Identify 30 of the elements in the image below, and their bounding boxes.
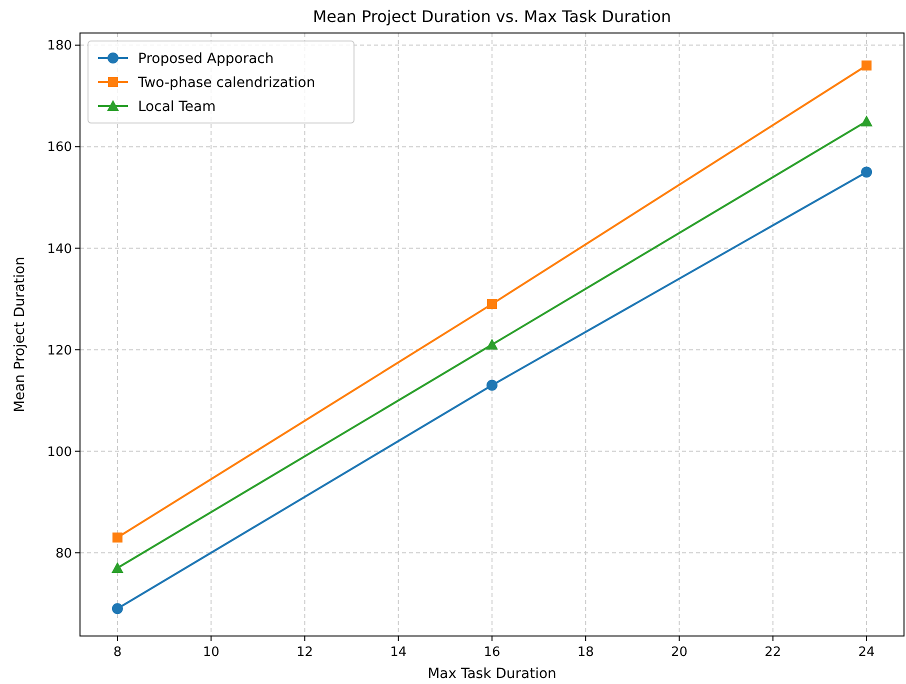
legend-label: Proposed Apporach (138, 50, 274, 67)
chart-title: Mean Project Duration vs. Max Task Duration (312, 7, 672, 26)
point (862, 60, 872, 70)
point (487, 299, 497, 310)
point (486, 338, 498, 350)
point (860, 115, 873, 126)
x-tick-label: 16 (484, 645, 500, 660)
y-tick-label: 120 (47, 343, 72, 358)
x-tick-label: 12 (296, 645, 313, 660)
point (486, 380, 498, 391)
point (112, 603, 123, 614)
y-axis-title: Mean Project Duration (12, 256, 28, 412)
legend-label: Local Team (138, 98, 216, 115)
y-tick-label: 140 (47, 242, 72, 257)
x-tick-label: 24 (858, 645, 875, 660)
x-tick-label: 22 (764, 645, 782, 660)
x-axis-title: Max Task Duration (428, 666, 556, 682)
y-tick-label: 80 (55, 546, 72, 562)
y-tick-label: 160 (47, 140, 72, 156)
x-tick-label: 20 (671, 645, 688, 660)
y-tick-label: 180 (47, 38, 72, 54)
point (112, 532, 122, 543)
y-tick-label: 100 (47, 444, 72, 460)
x-tick-label: 14 (390, 645, 407, 660)
legend-label: Two-phase calendrization (137, 74, 316, 91)
x-tick-label: 8 (113, 645, 122, 660)
point (111, 562, 124, 573)
x-tick-label: 10 (202, 645, 220, 660)
x-tick-label: 18 (577, 645, 594, 660)
point (861, 166, 872, 178)
